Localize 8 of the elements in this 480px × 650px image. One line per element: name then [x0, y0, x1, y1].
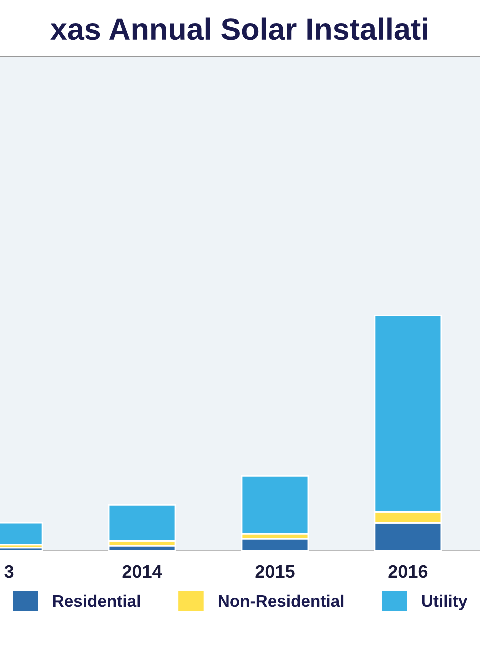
chart-title: xas Annual Solar Installati: [50, 18, 428, 40]
x-tick-label: 2016: [388, 565, 428, 578]
x-tick-label: 2014: [122, 565, 162, 578]
x-tick-label: 3: [4, 565, 14, 578]
legend-label: Non-Residential: [218, 594, 344, 608]
legend-label: Utility: [422, 594, 468, 610]
legend-label: Residential: [53, 594, 140, 608]
x-tick-label: 2015: [256, 565, 295, 578]
